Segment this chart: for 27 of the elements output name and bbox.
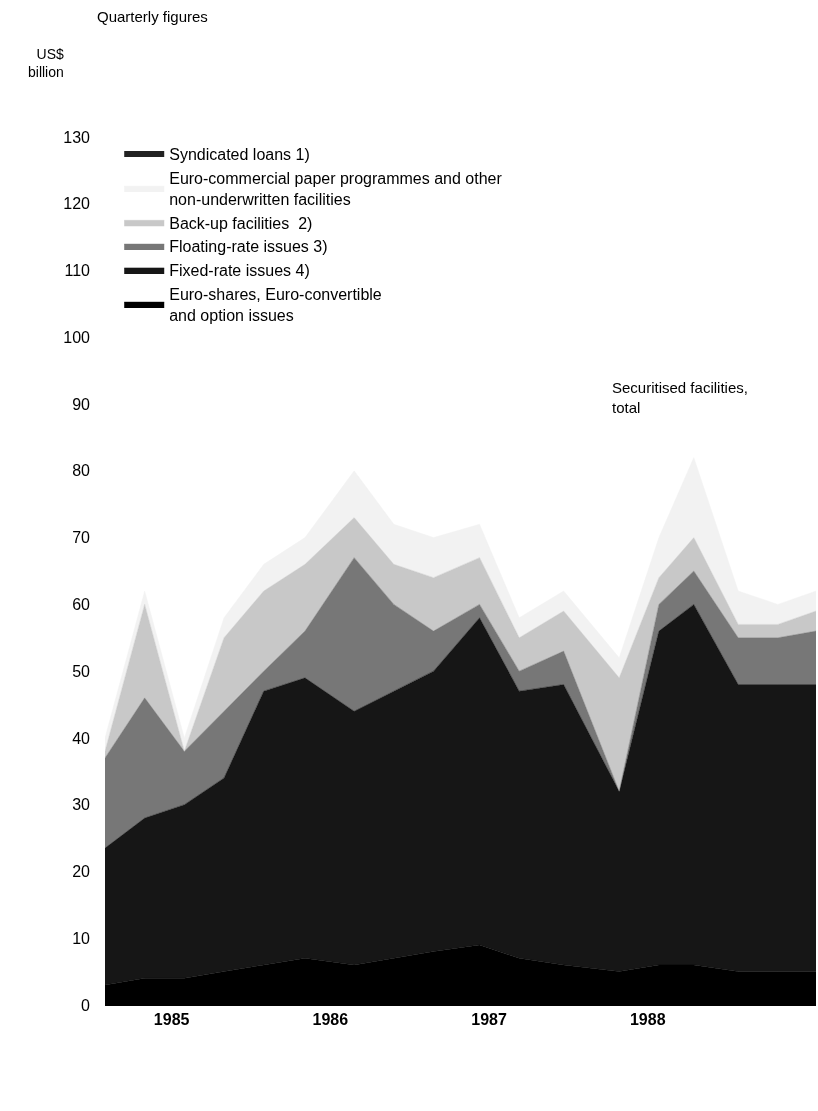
x-tick-label: 1986 — [312, 1011, 349, 1029]
y-tick-label: 20 — [72, 863, 91, 881]
y-tick-label: 60 — [72, 595, 91, 613]
y-tick-label: 80 — [72, 462, 91, 480]
y-axis-title: US$ billion — [28, 46, 65, 81]
annotation: Securitised facilities, total — [612, 379, 748, 416]
x-tick-label: 1985 — [153, 1011, 190, 1029]
x-tick-label: 1987 — [471, 1011, 507, 1029]
y-tick-label: 90 — [72, 395, 91, 413]
legend-label: Fixed-rate issues 4) — [169, 262, 310, 280]
legend-label: Euro-shares, Euro-convertible and option issues — [169, 285, 382, 324]
x-tick-label: 1988 — [629, 1011, 666, 1029]
y-tick-label: 130 — [63, 128, 91, 146]
legend-label: Back-up facilities 2) — [169, 214, 313, 232]
y-tick-label: 100 — [63, 328, 91, 346]
chart-title: Quarterly figures — [97, 7, 208, 25]
y-tick-label: 10 — [72, 929, 91, 947]
legend-label: Syndicated loans 1) — [169, 146, 310, 164]
y-tick-label: 30 — [72, 796, 91, 814]
y-tick-label: 110 — [64, 262, 91, 280]
legend-label: Floating-rate issues 3) — [169, 238, 328, 256]
y-tick-label: 50 — [72, 662, 91, 680]
y-tick-label: 0 — [81, 996, 91, 1014]
legend-label: Euro-commercial paper programmes and other non-underwritten facilities — [169, 169, 503, 208]
y-tick-label: 70 — [72, 529, 91, 547]
y-tick-label: 40 — [72, 729, 91, 747]
y-tick-label: 120 — [63, 195, 91, 213]
